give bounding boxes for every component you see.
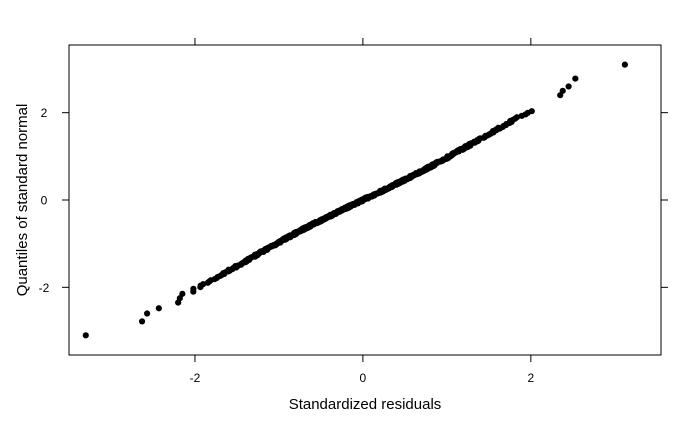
x-tick-label: -2 bbox=[190, 371, 201, 385]
data-point bbox=[513, 114, 521, 121]
x-tick-label: 0 bbox=[360, 371, 367, 385]
tick-labels: -2 0 2 -2 0 2 bbox=[39, 106, 535, 385]
data-point bbox=[572, 75, 579, 82]
data-point bbox=[200, 281, 207, 288]
y-axis-title: Quantiles of standard normal bbox=[14, 104, 31, 297]
data-point bbox=[528, 108, 535, 115]
data-point bbox=[621, 61, 628, 68]
x-axis-title: Standardized residuals bbox=[289, 396, 442, 413]
data-point bbox=[179, 290, 186, 297]
data-point bbox=[82, 332, 89, 339]
y-tick-label: -2 bbox=[39, 281, 50, 295]
y-tick-label: 0 bbox=[41, 194, 48, 208]
axis-ticks bbox=[62, 38, 668, 362]
x-tick-label: 2 bbox=[528, 371, 535, 385]
data-point bbox=[190, 288, 197, 295]
data-point bbox=[155, 305, 162, 312]
data-point bbox=[138, 318, 146, 325]
data-point bbox=[565, 83, 572, 90]
data-point bbox=[143, 310, 151, 317]
data-points bbox=[82, 61, 628, 339]
data-point bbox=[559, 87, 566, 94]
y-tick-label: 2 bbox=[41, 106, 48, 120]
